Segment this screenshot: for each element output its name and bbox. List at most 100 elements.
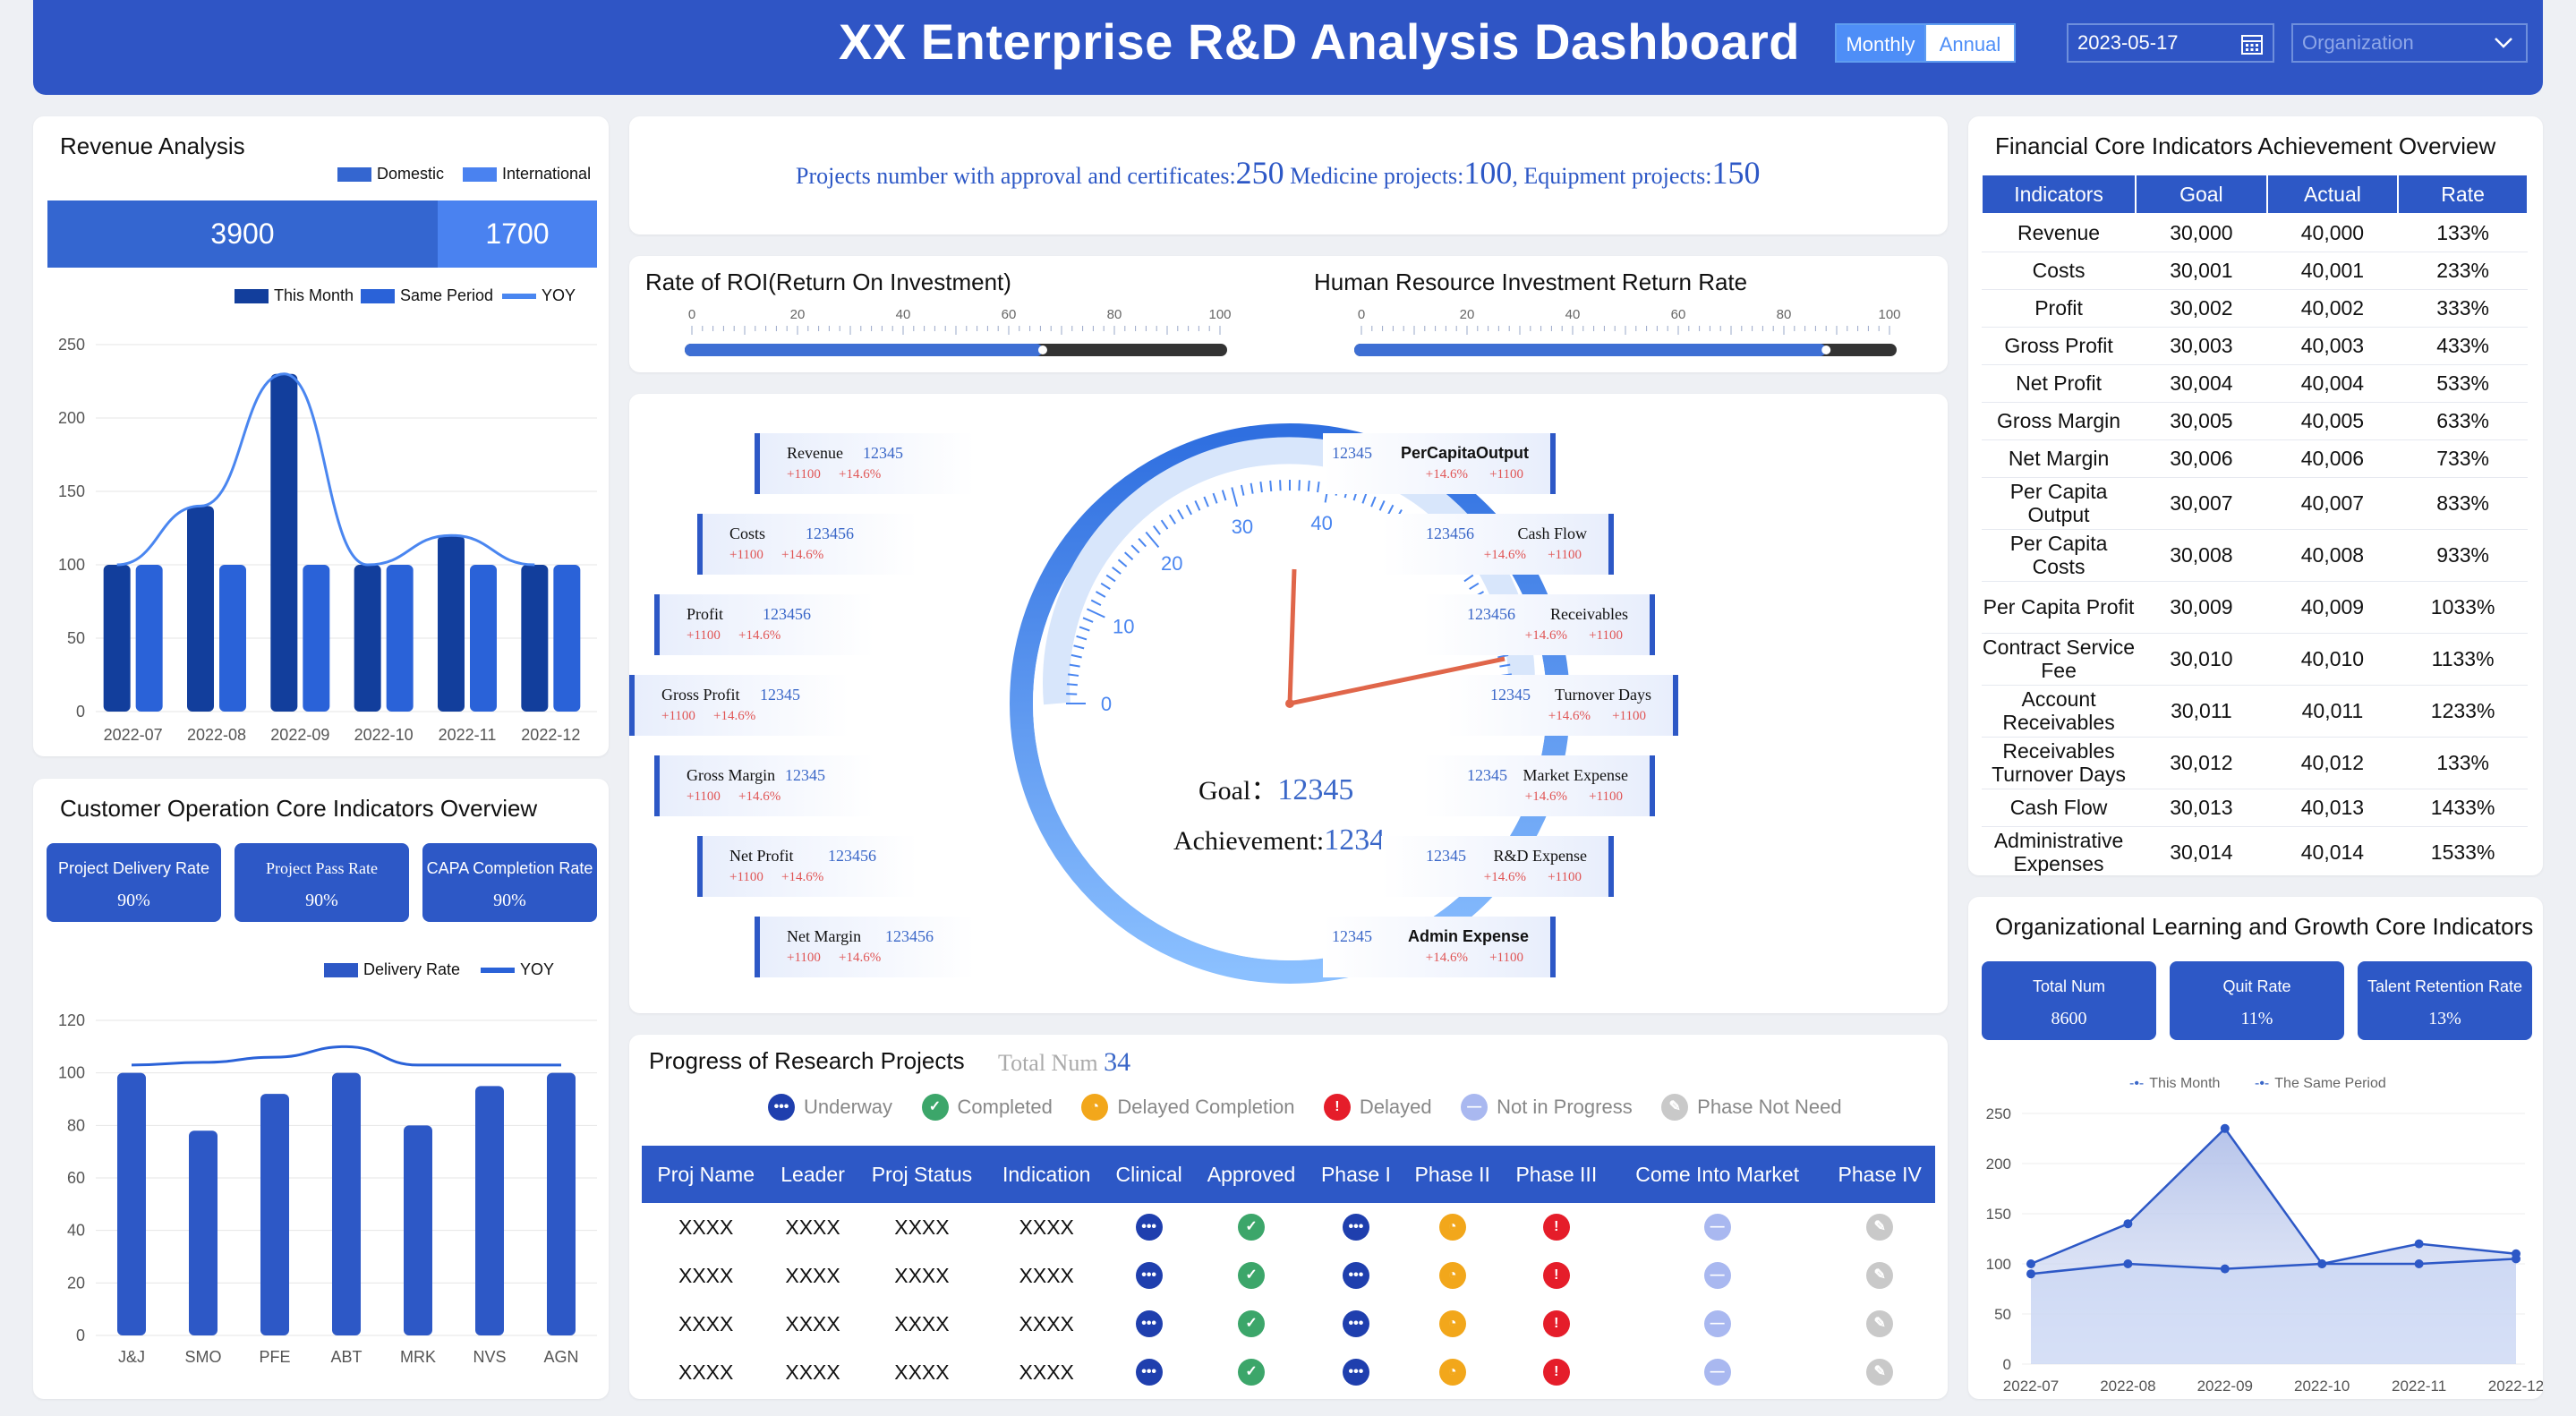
projects-summary-line: Projects number with approval and certif…	[796, 155, 1761, 191]
rate-sliders: 0 20 40 60 80 100 0 20 40 60 80 100	[685, 308, 1901, 356]
status-cell: ✎	[1824, 1251, 1935, 1300]
organization-select[interactable]: Organization	[2291, 23, 2528, 63]
table-row[interactable]: Account Receivables 30,011 40,011 1233%	[1982, 685, 2528, 738]
col-header[interactable]: Come Into Market	[1609, 1146, 1825, 1203]
status-cell: —	[1610, 1348, 1824, 1396]
kpi-project-pass-rate: Project Pass Rate 90%	[235, 843, 409, 922]
metric-net-margin: Net Margin 123456 +1100 +14.6%	[755, 917, 975, 977]
table-cell: XXXX	[894, 1311, 950, 1335]
bar-same-period	[386, 565, 414, 712]
table-row[interactable]: XXXX XXXX XXXX XXXX ••• ✓ ••• ◔! — ✎	[642, 1251, 1935, 1300]
x-tick-label: J&J	[118, 1348, 145, 1366]
gauge-tick	[1117, 559, 1128, 567]
table-row[interactable]: Per Capita Output 30,007 40,007 833%	[1982, 477, 2528, 530]
table-row[interactable]: Contract Service Fee 30,010 40,010 1133%	[1982, 633, 2528, 686]
col-header[interactable]: Indication	[988, 1146, 1105, 1203]
check-icon: ✓	[1238, 1310, 1266, 1337]
x-tick-label: 2022-09	[2197, 1378, 2253, 1395]
international-revenue-bar: 1700	[438, 200, 597, 268]
col-header[interactable]: Indicators	[1980, 174, 2137, 215]
org-title: Organizational Learning and Growth Core …	[1995, 913, 2534, 940]
hr-handle	[1821, 345, 1831, 354]
gauge-tick	[1124, 551, 1134, 560]
table-row[interactable]: Administrative Expenses 30,014 40,014 1533%	[1982, 826, 2528, 875]
gauge-tick	[1387, 504, 1395, 516]
col-header[interactable]: Leader	[770, 1146, 856, 1203]
col-header[interactable]: Phase IV	[1824, 1146, 1935, 1203]
gauge-tick	[1469, 582, 1480, 590]
scale-tick-label: 0	[688, 308, 695, 322]
pencil-icon: ✎	[1866, 1359, 1894, 1386]
table-row[interactable]: Net Profit 30,004 40,004 533%	[1982, 364, 2528, 403]
col-header[interactable]: Proj Name	[642, 1146, 771, 1203]
legend-same-period: Same Period	[361, 286, 493, 305]
scale-tick-label: 80	[1777, 308, 1792, 322]
table-cell: 30,008	[2136, 529, 2267, 582]
monthly-toggle[interactable]: Monthly	[1835, 23, 1926, 63]
col-header[interactable]: Phase I	[1309, 1146, 1403, 1203]
gauge-tick	[1069, 663, 1080, 668]
x-tick-label: NVS	[473, 1348, 506, 1366]
data-point	[2123, 1259, 2133, 1268]
gauge-tick	[1221, 490, 1227, 501]
date-value: 2023-05-17	[2077, 31, 2179, 54]
col-header[interactable]: Proj Status	[855, 1146, 989, 1203]
table-cell: 30,003	[2136, 327, 2267, 365]
data-point	[2026, 1259, 2035, 1268]
bar-delivery-rate	[189, 1130, 218, 1335]
table-cell: 40,001	[2266, 252, 2399, 290]
table-row[interactable]: Cash Flow 30,013 40,013 1433%	[1982, 789, 2528, 827]
table-cell: 1533%	[2398, 826, 2528, 875]
table-row[interactable]: Gross Profit 30,003 40,003 433%	[1982, 327, 2528, 365]
page-title: XX Enterprise R&D Analysis Dashboard	[839, 13, 1801, 70]
col-header[interactable]: Phase II	[1402, 1146, 1503, 1203]
status-cell: —	[1610, 1300, 1824, 1348]
table-row[interactable]: XXXX XXXX XXXX XXXX ••• ✓ ••• ◔! — ✎	[642, 1300, 1935, 1348]
legend-yoy: YOY	[502, 286, 576, 305]
progress-panel: Progress of Research Projects Total Num …	[629, 1035, 1948, 1399]
projects-summary-banner: Projects number with approval and certif…	[629, 116, 1948, 235]
calendar-icon	[2241, 35, 2263, 55]
table-cell: 1433%	[2398, 789, 2528, 827]
alert-icon: !	[1542, 1262, 1570, 1289]
x-tick-label: PFE	[259, 1348, 290, 1366]
table-cell: 40,014	[2266, 826, 2399, 875]
status-cell: •••	[1105, 1348, 1193, 1396]
table-row[interactable]: Receivables Turnover Days 30,012 40,012 133…	[1982, 737, 2528, 789]
table-row[interactable]: Per Capita Profit 30,009 40,009 1033%	[1982, 581, 2528, 634]
table-row[interactable]: Net Margin 30,006 40,006 733%	[1982, 439, 2528, 478]
legend-this-month: This Month	[235, 286, 354, 305]
col-header[interactable]: Clinical	[1105, 1146, 1193, 1203]
table-cell: XXXX	[894, 1215, 950, 1239]
col-header[interactable]: Phase III	[1502, 1146, 1610, 1203]
col-header[interactable]: Approved	[1192, 1146, 1310, 1203]
col-header[interactable]: Goal	[2135, 174, 2268, 215]
table-cell: 40,010	[2266, 633, 2399, 686]
revenue-panel: Revenue Analysis Domestic International …	[33, 116, 609, 756]
table-cell: 40,012	[2266, 737, 2399, 789]
gauge-tick	[1087, 608, 1105, 618]
col-header[interactable]: Actual	[2265, 174, 2400, 215]
col-header[interactable]: Rate	[2397, 174, 2529, 215]
table-row[interactable]: XXXX XXXX XXXX XXXX ••• ✓ ••• ◔! — ✎	[642, 1203, 1935, 1251]
scale-tick-label: 40	[1565, 308, 1581, 322]
table-row[interactable]: Gross Margin 30,005 40,005 633%	[1982, 402, 2528, 440]
y-tick-label: 50	[1994, 1306, 2011, 1323]
table-cell: Account Receivables	[1982, 685, 2137, 738]
table-row[interactable]: Per Capita Costs 30,008 40,008 933%	[1982, 529, 2528, 582]
y-tick-label: 200	[1986, 1156, 2011, 1173]
table-row[interactable]: XXXX XXXX XXXX XXXX ••• ✓ ••• ◔! — ✎	[642, 1348, 1935, 1396]
table-row[interactable]: Costs 30,001 40,001 233%	[1982, 252, 2528, 290]
table-cell: 30,009	[2136, 581, 2267, 634]
alert-icon: !	[1542, 1214, 1570, 1241]
gauge-achievement: Achievement:1234	[1173, 823, 1386, 857]
table-row[interactable]: Profit 30,002 40,002 333%	[1982, 289, 2528, 328]
date-picker[interactable]: 2023-05-17	[2067, 23, 2274, 63]
annual-toggle[interactable]: Annual	[1924, 23, 2016, 63]
y-tick-label: 0	[2003, 1356, 2011, 1373]
clock-icon: ◔	[1081, 1094, 1109, 1121]
status-cell: ◔	[1403, 1203, 1503, 1251]
bar-this-month	[438, 535, 465, 712]
data-point	[2317, 1259, 2327, 1268]
table-row[interactable]: Revenue 30,000 40,000 133%	[1982, 214, 2528, 252]
